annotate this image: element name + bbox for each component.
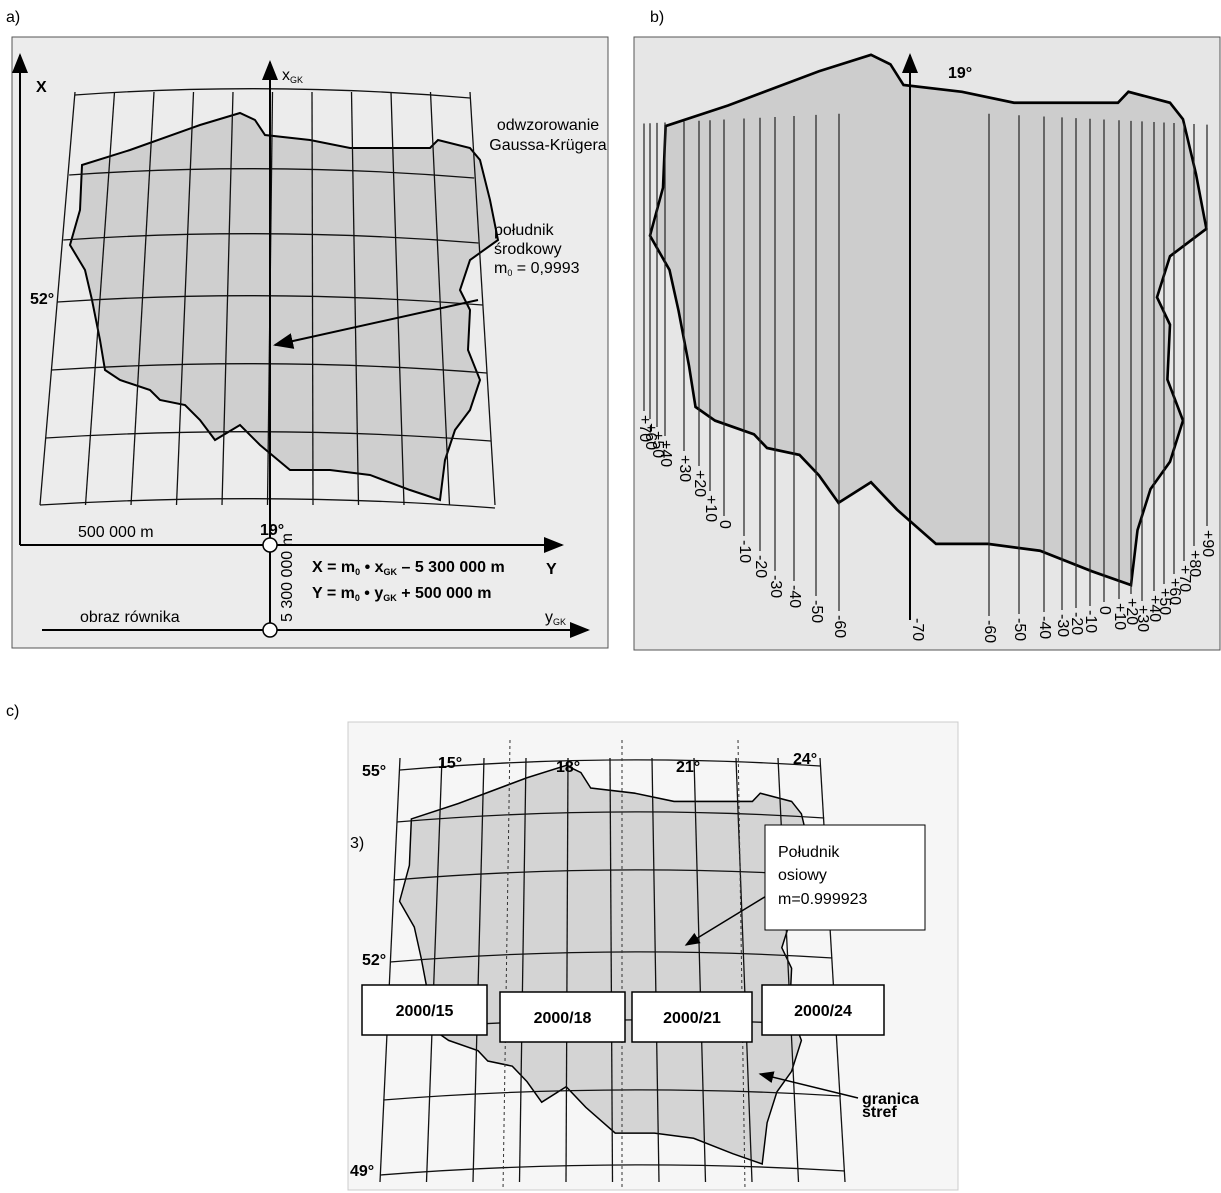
text-part: x: [282, 67, 290, 84]
axis-label: X: [36, 79, 47, 96]
axis-label: Y: [546, 561, 557, 578]
distortion-label: +90: [1199, 530, 1216, 557]
latitude-label: 52°: [30, 291, 54, 308]
longitude-label: 15°: [438, 755, 462, 772]
distortion-label: +20: [691, 470, 708, 497]
subscript: GK: [383, 593, 397, 603]
subscript: GK: [290, 75, 303, 85]
zone-label: 2000/15: [396, 1003, 454, 1020]
text-part: y: [545, 609, 553, 626]
zone-label: 2000/24: [794, 1003, 852, 1020]
longitude-label: 24°: [793, 751, 817, 768]
distortion-label: -40: [1036, 616, 1053, 639]
latitude-label: 49°: [350, 1163, 374, 1180]
latitude-label: 52°: [362, 952, 386, 969]
panel-label: b): [650, 9, 664, 26]
note: środkowy: [494, 241, 562, 258]
distortion-label: -10: [736, 540, 753, 563]
zone-label: 2000/18: [534, 1010, 592, 1027]
distortion-label: -40: [786, 585, 803, 608]
latitude-label: 55°: [362, 763, 386, 780]
note: odwzorowanie: [497, 117, 599, 134]
distortion-label: -50: [808, 600, 825, 623]
meridian-label: 19°: [948, 65, 972, 82]
note: stref: [862, 1104, 897, 1121]
note: m0 = 0,9993: [494, 260, 580, 278]
distortion-label: -60: [831, 615, 848, 638]
subscript: GK: [384, 567, 398, 577]
note: 500 000 m: [78, 524, 154, 541]
text-part: • y: [360, 585, 383, 602]
text-part: Y = m: [312, 585, 355, 602]
formula: Y = m0 • yGK + 500 000 m: [312, 585, 492, 603]
formula: X = m0 • xGK – 5 300 000 m: [312, 559, 505, 577]
zone-label: 2000/21: [663, 1010, 721, 1027]
text-part: m: [494, 260, 507, 277]
note: obraz równika: [80, 609, 180, 626]
panel-label: a): [6, 9, 20, 26]
distortion-label: -70: [909, 618, 926, 641]
longitude-label: 18°: [556, 759, 580, 776]
text-part: + 500 000 m: [397, 585, 492, 602]
text-part: – 5 300 000 m: [397, 559, 505, 576]
distortion-label: +40: [657, 440, 674, 467]
note: Gaussa-Krügera: [489, 137, 606, 154]
distortion-label: 0: [1096, 606, 1113, 615]
note: osiowy: [778, 867, 827, 884]
text-part: • x: [360, 559, 383, 576]
distortion-label: 0: [716, 520, 733, 529]
text-part: = 0,9993: [512, 260, 579, 277]
distortion-label: +30: [676, 455, 693, 482]
note: południk: [494, 222, 555, 239]
longitude-label: 21°: [676, 759, 700, 776]
distortion-label: -30: [767, 575, 784, 598]
text-part: X = m: [312, 559, 355, 576]
distortion-label: -20: [752, 555, 769, 578]
note: 5 300 000 m: [279, 533, 296, 622]
panel-label: c): [6, 703, 19, 720]
subscript: GK: [553, 617, 566, 627]
edge-mark: 3): [350, 835, 364, 852]
distortion-label: +10: [702, 495, 719, 522]
distortion-label: -50: [1011, 618, 1028, 641]
origin: [263, 623, 277, 637]
distortion-label: -60: [981, 620, 998, 643]
note: Południk: [778, 844, 840, 861]
page: a) X xGK odwzorowanie Gaussa-Krügera poł…: [0, 0, 1221, 1193]
note: m=0.999923: [778, 891, 868, 908]
origin: [263, 538, 277, 552]
